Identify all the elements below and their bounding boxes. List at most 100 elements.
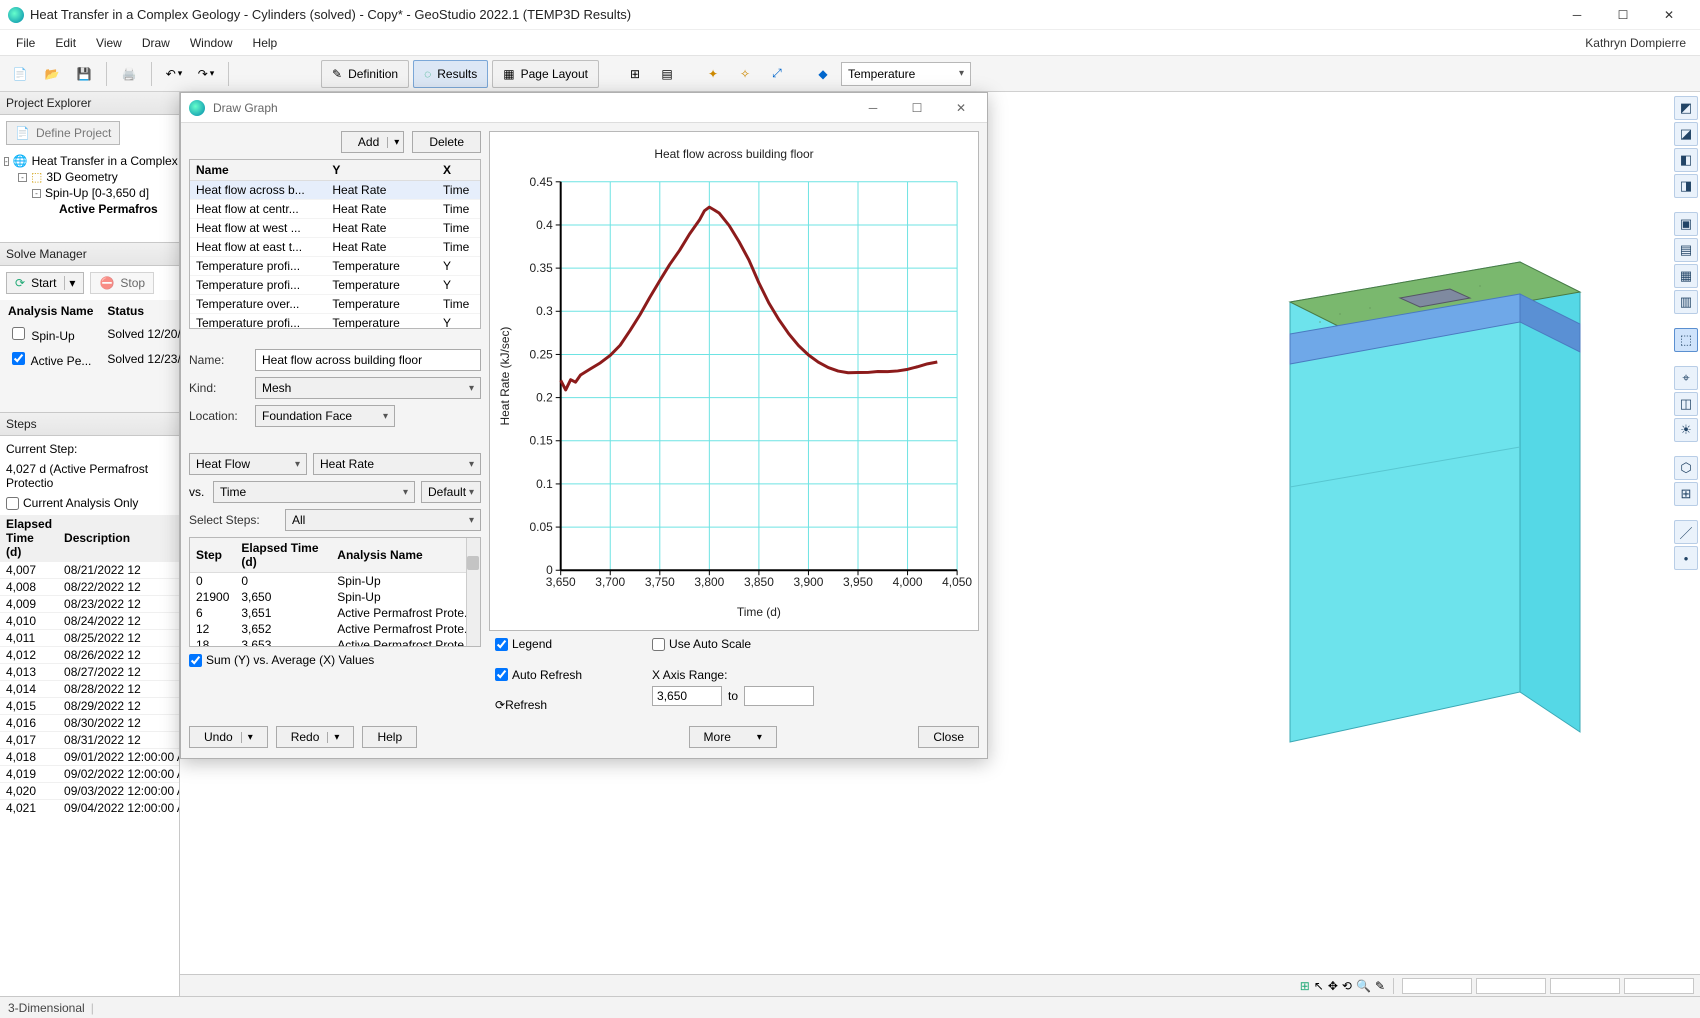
view-select-icon[interactable]: ⬚ xyxy=(1674,328,1698,352)
undo-button[interactable]: Undo▾ xyxy=(189,726,268,748)
tool-flux-icon[interactable]: ✦ xyxy=(699,60,727,88)
auto-scale-check[interactable]: Use Auto Scale xyxy=(652,637,751,651)
start-button[interactable]: ⟳ Start ▾ xyxy=(6,272,84,294)
category-combo[interactable]: Heat Flow▾ xyxy=(189,453,307,475)
delete-button[interactable]: Delete xyxy=(412,131,481,153)
tool-flux2-icon[interactable]: ✧ xyxy=(731,60,759,88)
table-row[interactable]: 4,01608/30/2022 12 xyxy=(0,714,179,731)
list-item[interactable]: Heat flow at east t...Heat RateTime xyxy=(190,238,480,257)
view-point-icon[interactable]: • xyxy=(1674,546,1698,570)
view-cyl-icon[interactable]: ⌖ xyxy=(1674,366,1698,390)
step-grid[interactable]: StepElapsed Time (d)Analysis Name 00Spin… xyxy=(189,537,481,647)
help-button[interactable]: Help xyxy=(362,726,417,748)
more-button[interactable]: More▾ xyxy=(689,726,777,748)
table-row[interactable]: 4,02009/03/2022 12:00:00 AM xyxy=(0,782,179,799)
redo-icon[interactable]: ↷▾ xyxy=(192,60,220,88)
list-item[interactable]: Heat flow at west ...Heat RateTime xyxy=(190,219,480,238)
menu-help[interactable]: Help xyxy=(243,36,288,50)
table-row[interactable]: 123,652Active Permafrost Prote... xyxy=(190,621,480,637)
table-row[interactable]: 219003,650Spin-Up xyxy=(190,589,480,605)
zoom-icon[interactable]: 🔍 xyxy=(1356,979,1371,993)
current-analysis-only-check[interactable]: Current Analysis Only xyxy=(6,496,138,510)
print-icon[interactable]: 🖨️ xyxy=(115,60,143,88)
table-row[interactable]: 4,01308/27/2022 12 xyxy=(0,663,179,680)
open-file-icon[interactable]: 📂 xyxy=(38,60,66,88)
mode-results[interactable]: ◌ Results xyxy=(413,60,488,88)
dialog-close-button[interactable]: ✕ xyxy=(943,101,979,115)
minimize-button[interactable]: ─ xyxy=(1554,0,1600,30)
close-dialog-button[interactable]: Close xyxy=(918,726,979,748)
list-item[interactable]: Heat flow across b...Heat RateTime xyxy=(190,181,480,200)
view-top-icon[interactable]: ◨ xyxy=(1674,174,1698,198)
maximize-button[interactable]: ☐ xyxy=(1600,0,1646,30)
row-check[interactable] xyxy=(12,327,25,340)
table-row[interactable]: 4,01508/29/2022 12 xyxy=(0,697,179,714)
menu-edit[interactable]: Edit xyxy=(45,36,86,50)
view-front-icon[interactable]: ◪ xyxy=(1674,122,1698,146)
default-button[interactable]: Default▾ xyxy=(421,481,481,503)
row-check[interactable] xyxy=(12,352,25,365)
table-row[interactable]: 4,01108/25/2022 12 xyxy=(0,629,179,646)
table-row[interactable]: 4,01208/26/2022 12 xyxy=(0,646,179,663)
menu-view[interactable]: View xyxy=(86,36,132,50)
view-cube2-icon[interactable]: ◫ xyxy=(1674,392,1698,416)
view-wire-icon[interactable]: ▤ xyxy=(1674,238,1698,262)
close-button[interactable]: ✕ xyxy=(1646,0,1692,30)
view-trans-icon[interactable]: ▥ xyxy=(1674,290,1698,314)
tool-b-icon[interactable]: ▤ xyxy=(653,60,681,88)
view-sun-icon[interactable]: ☀ xyxy=(1674,418,1698,442)
auto-refresh-check[interactable]: Auto Refresh xyxy=(495,668,582,682)
xmin-input[interactable] xyxy=(652,686,722,706)
view-iso-icon[interactable]: ◩ xyxy=(1674,96,1698,120)
list-item[interactable]: Temperature over...TemperatureTime xyxy=(190,295,480,314)
table-row[interactable]: 4,01008/24/2022 12 xyxy=(0,612,179,629)
tool-a-icon[interactable]: ⊞ xyxy=(621,60,649,88)
new-file-icon[interactable]: 📄 xyxy=(6,60,34,88)
graph-name-input[interactable] xyxy=(255,349,481,371)
grid-toggle-icon[interactable]: ⊞ xyxy=(1300,979,1310,993)
edit-icon[interactable]: ✎ xyxy=(1375,979,1385,993)
table-row[interactable]: Active Pe...Solved 12/23/20 xyxy=(2,347,200,370)
dialog-maximize-button[interactable]: ☐ xyxy=(899,101,935,115)
mode-definition[interactable]: ✎ Definition xyxy=(321,60,409,88)
table-row[interactable]: 4,02109/04/2022 12:00:00 AM xyxy=(0,799,179,816)
kind-combo[interactable]: Mesh▾ xyxy=(255,377,481,399)
list-item[interactable]: Temperature profi...TemperatureY xyxy=(190,276,480,295)
rotate-icon[interactable]: ⟲ xyxy=(1342,979,1352,993)
vs-combo[interactable]: Time▾ xyxy=(213,481,415,503)
stop-button[interactable]: ⛔ Stop xyxy=(90,272,154,294)
table-row[interactable]: 00Spin-Up xyxy=(190,573,480,590)
save-icon[interactable]: 💾 xyxy=(70,60,98,88)
list-item[interactable]: Temperature profi...TemperatureY xyxy=(190,257,480,276)
menu-window[interactable]: Window xyxy=(180,36,243,50)
view-hex-icon[interactable]: ⬡ xyxy=(1674,456,1698,480)
dialog-minimize-button[interactable]: ─ xyxy=(855,101,891,115)
result-type-combo[interactable]: Temperature ▾ xyxy=(841,62,971,86)
add-button[interactable]: Add▾ xyxy=(341,131,404,153)
location-combo[interactable]: Foundation Face▾ xyxy=(255,405,395,427)
table-row[interactable]: 4,01909/02/2022 12:00:00 AM xyxy=(0,765,179,782)
tool-iso-icon[interactable]: ◆ xyxy=(809,60,837,88)
table-row[interactable]: 63,651Active Permafrost Prote... xyxy=(190,605,480,621)
view-solid-icon[interactable]: ▣ xyxy=(1674,212,1698,236)
table-row[interactable]: 4,00808/22/2022 12 xyxy=(0,578,179,595)
tool-vec-icon[interactable]: ⤢ xyxy=(763,60,791,88)
list-item[interactable]: Heat flow at centr...Heat RateTime xyxy=(190,200,480,219)
legend-check[interactable]: Legend xyxy=(495,637,552,651)
view-mesh-icon[interactable]: ▦ xyxy=(1674,264,1698,288)
menu-file[interactable]: File xyxy=(6,36,45,50)
xmax-input[interactable] xyxy=(744,686,814,706)
step-grid-scroll-thumb[interactable] xyxy=(467,556,479,570)
redo-button[interactable]: Redo▾ xyxy=(276,726,355,748)
cursor-icon[interactable]: ↖ xyxy=(1314,979,1324,993)
table-row[interactable]: 4,01809/01/2022 12:00:00 AM xyxy=(0,748,179,765)
view-edge-icon[interactable]: ／ xyxy=(1674,520,1698,544)
list-item[interactable]: Temperature profi...TemperatureY xyxy=(190,314,480,330)
define-project-button[interactable]: 📄 Define Project xyxy=(6,121,120,145)
table-row[interactable]: 4,00708/21/2022 12 xyxy=(0,561,179,578)
select-steps-combo[interactable]: All▾ xyxy=(285,509,481,531)
refresh-button[interactable]: ⟳Refresh xyxy=(495,698,547,712)
table-row[interactable]: Spin-UpSolved 12/20/20 xyxy=(2,322,200,345)
project-tree[interactable]: -🌐Heat Transfer in a Complex G -⬚3D Geom… xyxy=(0,151,179,219)
table-row[interactable]: 4,01708/31/2022 12 xyxy=(0,731,179,748)
